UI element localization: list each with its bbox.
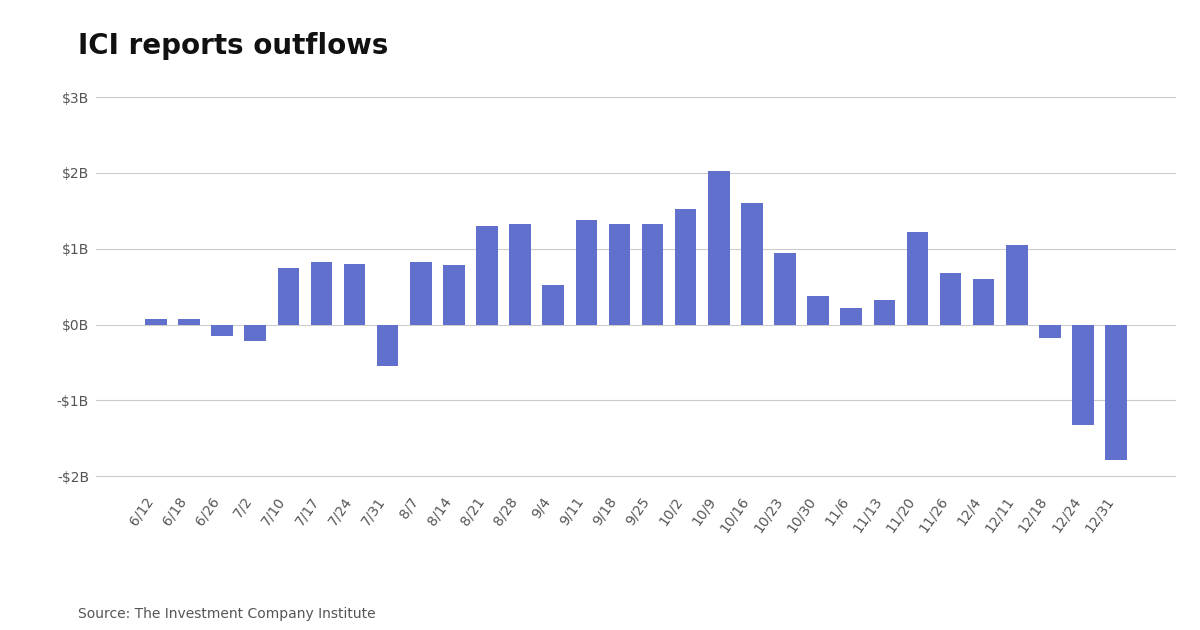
Bar [443,265,464,324]
Bar [674,209,696,324]
Bar [245,324,266,341]
Bar [277,268,299,324]
Bar [742,203,763,324]
Bar [907,232,929,324]
Bar [576,220,598,324]
Bar [145,319,167,324]
Bar [410,262,432,324]
Bar [1039,324,1061,338]
Bar [476,226,498,324]
Bar [840,308,862,324]
Text: Source: The Investment Company Institute: Source: The Investment Company Institute [78,607,376,621]
Bar [1105,324,1127,459]
Bar [973,279,995,324]
Bar [940,273,961,324]
Bar [1006,245,1027,324]
Bar [377,324,398,366]
Bar [542,285,564,324]
Bar [608,224,630,324]
Bar [179,319,199,324]
Bar [343,264,365,324]
Text: ICI reports outflows: ICI reports outflows [78,32,389,59]
Bar [774,253,796,324]
Bar [311,262,332,324]
Bar [708,171,730,324]
Bar [808,295,829,324]
Bar [874,301,895,324]
Bar [1073,324,1093,425]
Bar [642,224,664,324]
Bar [509,224,530,324]
Bar [211,324,233,336]
